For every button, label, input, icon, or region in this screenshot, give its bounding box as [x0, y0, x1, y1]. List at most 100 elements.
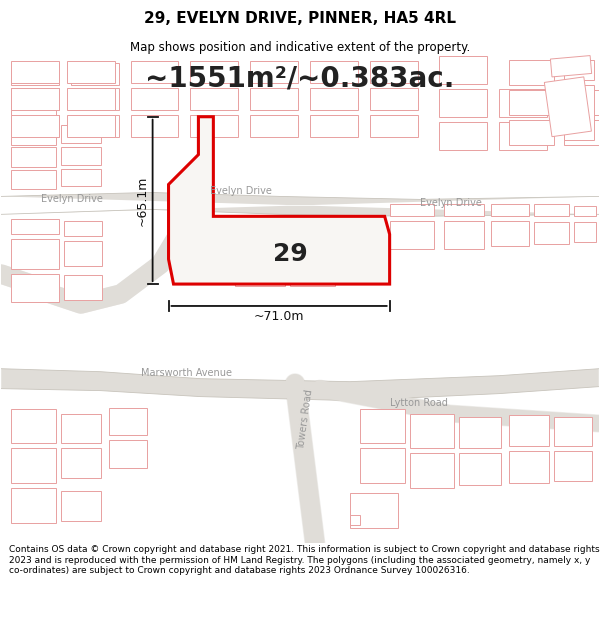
Bar: [235, 241, 285, 286]
Bar: [67, 115, 115, 137]
Bar: [460, 453, 501, 485]
Bar: [350, 515, 360, 525]
Text: Towers Road: Towers Road: [296, 389, 314, 451]
Bar: [370, 88, 418, 110]
Bar: [250, 61, 298, 83]
Polygon shape: [1, 369, 599, 401]
Bar: [64, 221, 102, 236]
Bar: [460, 416, 501, 448]
Text: 29, EVELYN DRIVE, PINNER, HA5 4RL: 29, EVELYN DRIVE, PINNER, HA5 4RL: [144, 11, 456, 26]
Bar: [61, 169, 101, 186]
Bar: [554, 416, 592, 446]
Bar: [190, 61, 238, 83]
Bar: [564, 85, 594, 139]
Bar: [64, 241, 102, 266]
Bar: [410, 414, 454, 448]
Bar: [445, 221, 484, 249]
Bar: [64, 275, 102, 300]
Bar: [290, 246, 335, 286]
Text: Evelyn Drive: Evelyn Drive: [419, 198, 481, 208]
Bar: [11, 488, 56, 523]
Bar: [250, 115, 298, 137]
Text: Map shows position and indicative extent of the property.: Map shows position and indicative extent…: [130, 41, 470, 54]
Bar: [11, 409, 56, 443]
Bar: [190, 115, 238, 137]
Bar: [410, 453, 454, 488]
Bar: [61, 147, 101, 164]
Text: ~71.0m: ~71.0m: [254, 310, 304, 323]
Bar: [310, 61, 358, 83]
Bar: [67, 88, 115, 110]
Bar: [509, 120, 554, 144]
Bar: [11, 219, 59, 234]
Bar: [491, 221, 529, 246]
Bar: [389, 204, 434, 216]
Bar: [360, 448, 404, 483]
Bar: [11, 115, 59, 137]
Text: Marsworth Avenue: Marsworth Avenue: [140, 368, 232, 378]
Bar: [445, 204, 484, 216]
Bar: [554, 451, 592, 481]
Bar: [310, 88, 358, 110]
Polygon shape: [169, 117, 389, 284]
Bar: [11, 88, 59, 110]
Bar: [11, 147, 56, 166]
Bar: [11, 125, 56, 144]
Polygon shape: [1, 192, 599, 216]
Bar: [61, 491, 101, 521]
Bar: [131, 61, 178, 83]
Bar: [499, 122, 547, 149]
Bar: [190, 88, 238, 110]
Bar: [71, 88, 119, 110]
Text: Contains OS data © Crown copyright and database right 2021. This information is : Contains OS data © Crown copyright and d…: [9, 546, 599, 575]
Bar: [534, 222, 569, 244]
Text: Lytton Road: Lytton Road: [389, 398, 448, 408]
Bar: [360, 409, 404, 443]
Bar: [11, 115, 59, 137]
Bar: [61, 414, 101, 443]
Bar: [109, 441, 146, 468]
Bar: [564, 120, 600, 144]
Bar: [564, 60, 594, 80]
Bar: [131, 115, 178, 137]
Bar: [61, 125, 101, 142]
Bar: [11, 88, 59, 110]
Bar: [131, 88, 178, 110]
Bar: [509, 414, 549, 446]
Bar: [509, 60, 554, 85]
Bar: [439, 89, 487, 117]
Bar: [534, 204, 569, 216]
Text: ~65.1m: ~65.1m: [136, 175, 149, 226]
Bar: [71, 63, 119, 85]
Bar: [499, 89, 547, 117]
Bar: [544, 77, 592, 137]
Text: ~1551m²/~0.383ac.: ~1551m²/~0.383ac.: [145, 65, 455, 93]
Bar: [250, 88, 298, 110]
Bar: [71, 115, 119, 137]
Bar: [109, 408, 146, 436]
Bar: [67, 61, 115, 83]
Bar: [509, 90, 554, 115]
Bar: [491, 204, 529, 216]
Text: 29: 29: [272, 242, 307, 266]
Bar: [550, 56, 592, 77]
Bar: [61, 448, 101, 478]
Bar: [11, 448, 56, 483]
Bar: [350, 493, 398, 528]
Bar: [11, 61, 59, 83]
Bar: [509, 451, 549, 483]
Bar: [574, 206, 596, 216]
Bar: [11, 274, 59, 302]
Bar: [11, 239, 59, 269]
Bar: [439, 56, 487, 84]
Bar: [370, 61, 418, 83]
Bar: [310, 115, 358, 137]
Bar: [439, 122, 487, 149]
Bar: [574, 222, 596, 243]
Bar: [11, 105, 56, 125]
Bar: [389, 221, 434, 249]
Bar: [564, 90, 600, 115]
Text: Evelyn Drive: Evelyn Drive: [41, 194, 103, 204]
Text: Evelyn Drive: Evelyn Drive: [211, 186, 272, 196]
Bar: [370, 115, 418, 137]
